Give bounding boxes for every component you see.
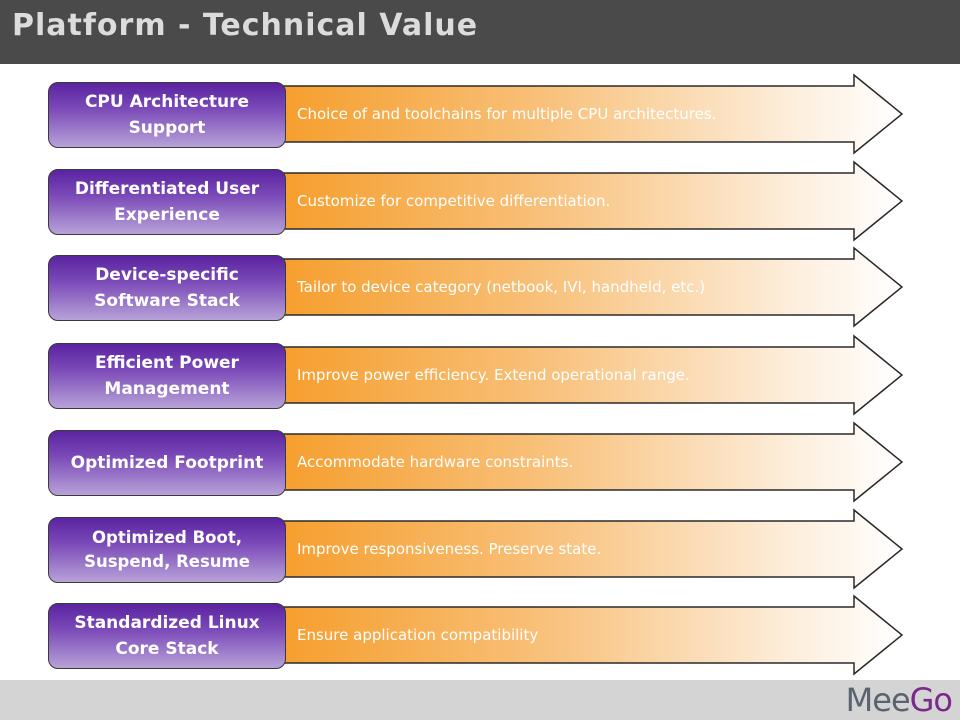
row-label-pill: Device-specific Software Stack — [48, 255, 286, 321]
title-bar: Platform - Technical Value — [0, 0, 960, 64]
row-description: Accommodate hardware constraints. — [297, 453, 574, 471]
value-rows: Choice of and toolchains for multiple CP… — [0, 68, 960, 681]
value-row-device: Tailor to device category (netbook, IVI,… — [0, 241, 960, 333]
row-label: CPU Architecture Support — [84, 92, 250, 138]
row-label: Standardized Linux Core Stack — [74, 613, 260, 659]
row-label-pill: Efficient Power Management — [48, 343, 286, 409]
row-label-pill: Optimized Boot, Suspend, Resume — [48, 517, 286, 583]
row-label-pill: Differentiated User Experience — [48, 169, 286, 235]
row-label: Device-specific Software Stack — [94, 265, 240, 311]
row-description: Choice of and toolchains for multiple CP… — [297, 105, 717, 123]
value-row-footprint: Accommodate hardware constraints. Optimi… — [0, 416, 960, 508]
row-label-pill: CPU Architecture Support — [48, 82, 286, 148]
row-label-pill: Optimized Footprint — [48, 430, 286, 496]
meego-logo: MeeGo — [845, 681, 953, 719]
row-label: Efficient Power Management — [95, 353, 239, 399]
row-label: Differentiated User Experience — [74, 179, 260, 225]
value-row-cpu: Choice of and toolchains for multiple CP… — [0, 68, 960, 160]
row-description: Improve responsiveness. Preserve state. — [297, 540, 602, 558]
row-label: Optimized Boot, Suspend, Resume — [84, 528, 250, 571]
value-row-power: Improve power efficiency. Extend operati… — [0, 329, 960, 421]
value-row-ux: Customize for competitive differentiatio… — [0, 155, 960, 247]
row-label: Optimized Footprint — [70, 453, 264, 473]
footer-bar — [0, 680, 960, 720]
row-description: Tailor to device category (netbook, IVI,… — [297, 278, 706, 296]
value-row-linux: Ensure application compatibility Standar… — [0, 589, 960, 681]
row-description: Improve power efficiency. Extend operati… — [297, 366, 690, 384]
row-label-pill: Standardized Linux Core Stack — [48, 603, 286, 669]
slide-title: Platform - Technical Value — [12, 8, 479, 43]
value-row-boot: Improve responsiveness. Preserve state. … — [0, 503, 960, 595]
row-description: Customize for competitive differentiatio… — [297, 192, 611, 210]
row-description: Ensure application compatibility — [297, 626, 539, 644]
